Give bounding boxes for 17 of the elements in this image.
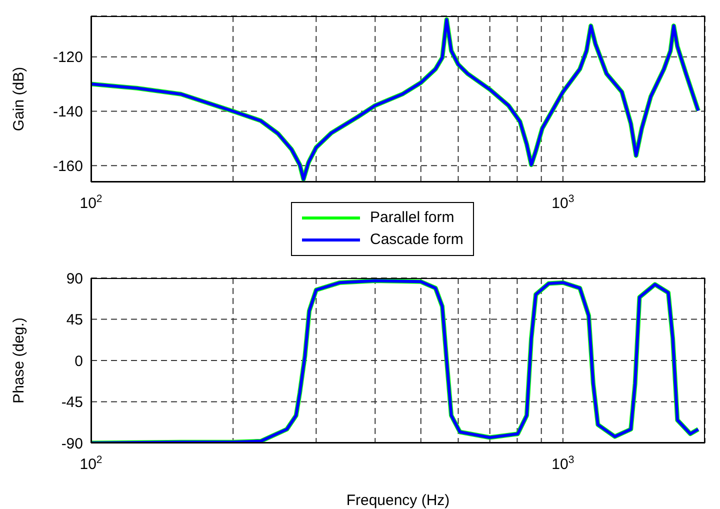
y-tick-label: -120 [52,49,83,66]
x-tick-label: 10$^{2}$ [80,193,102,212]
y-tick-label: -160 [52,158,83,175]
y-tick-label: 0 [74,352,83,370]
y-tick-label: -90 [61,435,83,452]
y-tick-label: -45 [61,394,83,412]
x-tick-label: 10$^{3}$ [552,454,574,473]
y-tick-label: 90 [66,270,83,288]
x-tick-label: 10$^{3}$ [552,193,574,212]
y-axis-title: Phase (deg.) [10,318,28,404]
x-tick-label: 10$^{2}$ [80,454,102,473]
legend-label: Cascade form [370,230,464,250]
y-tick-label: 45 [66,312,83,329]
legend-label: Parallel form [370,208,454,228]
y-axis-title: Gain (dB) [10,66,28,132]
x-axis-title: Frequency (Hz) [346,492,450,509]
y-tick-label: -140 [52,104,83,121]
